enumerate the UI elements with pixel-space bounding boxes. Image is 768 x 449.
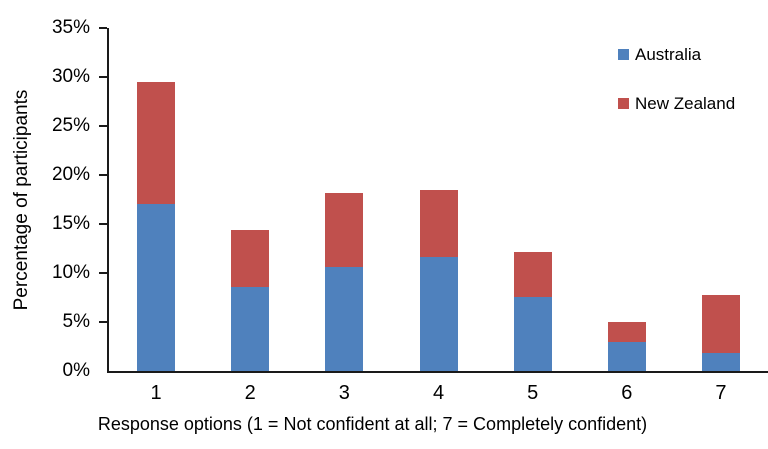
bar-segment-australia-3 — [325, 267, 364, 371]
y-tick-label: 35% — [51, 17, 90, 38]
bar-segment-new-zealand-7 — [701, 294, 740, 354]
legend: Australia New Zealand — [618, 44, 735, 142]
x-tick-label: 2 — [244, 382, 256, 404]
bar-segment-australia-5 — [513, 296, 552, 371]
x-tick-label: 3 — [338, 382, 350, 404]
y-axis-tick — [99, 272, 107, 274]
legend-label: Australia — [635, 45, 702, 64]
bar-segment-new-zealand-2 — [231, 229, 270, 287]
y-tick-label: 25% — [51, 115, 90, 136]
x-tick-label: 5 — [527, 382, 539, 404]
legend-item-australia: Australia — [618, 44, 735, 65]
plot-area — [99, 27, 768, 373]
bar-segment-australia-1 — [137, 204, 176, 371]
y-tick-label: 20% — [51, 164, 90, 185]
x-tick-label: 4 — [432, 382, 445, 404]
x-tick-label: 7 — [715, 382, 727, 404]
y-tick-label: 0% — [62, 360, 90, 381]
bar-segment-new-zealand-3 — [325, 192, 364, 268]
y-tick-label: 5% — [62, 311, 90, 332]
bar-segment-australia-6 — [607, 341, 646, 371]
y-axis-tick — [99, 125, 107, 127]
y-axis-tick — [99, 76, 107, 78]
bar-segment-new-zealand-4 — [419, 189, 458, 258]
x-axis-title: Response options (1 = Not confident at a… — [97, 414, 648, 434]
y-axis-tick — [99, 174, 107, 176]
x-tick-label: 1 — [150, 382, 162, 404]
bar-segment-new-zealand-6 — [607, 322, 646, 342]
bar-segment-australia-2 — [231, 286, 270, 371]
y-tick-label: 15% — [51, 213, 90, 234]
legend-swatch-icon — [618, 49, 629, 60]
legend-item-new-zealand: New Zealand — [618, 93, 735, 114]
legend-swatch-icon — [618, 98, 629, 109]
y-tick-label: 10% — [51, 262, 90, 283]
bar-segment-australia-7 — [701, 353, 740, 371]
y-tick-label: 30% — [51, 66, 90, 87]
bar-segment-new-zealand-1 — [137, 81, 176, 205]
legend-label: New Zealand — [635, 94, 736, 113]
x-tick-label: 6 — [621, 382, 633, 404]
bar-segment-australia-4 — [419, 257, 458, 371]
y-axis-tick — [99, 223, 107, 225]
y-axis-tick — [99, 27, 107, 29]
bar-segment-new-zealand-5 — [513, 252, 552, 297]
y-axis-tick — [99, 321, 107, 323]
